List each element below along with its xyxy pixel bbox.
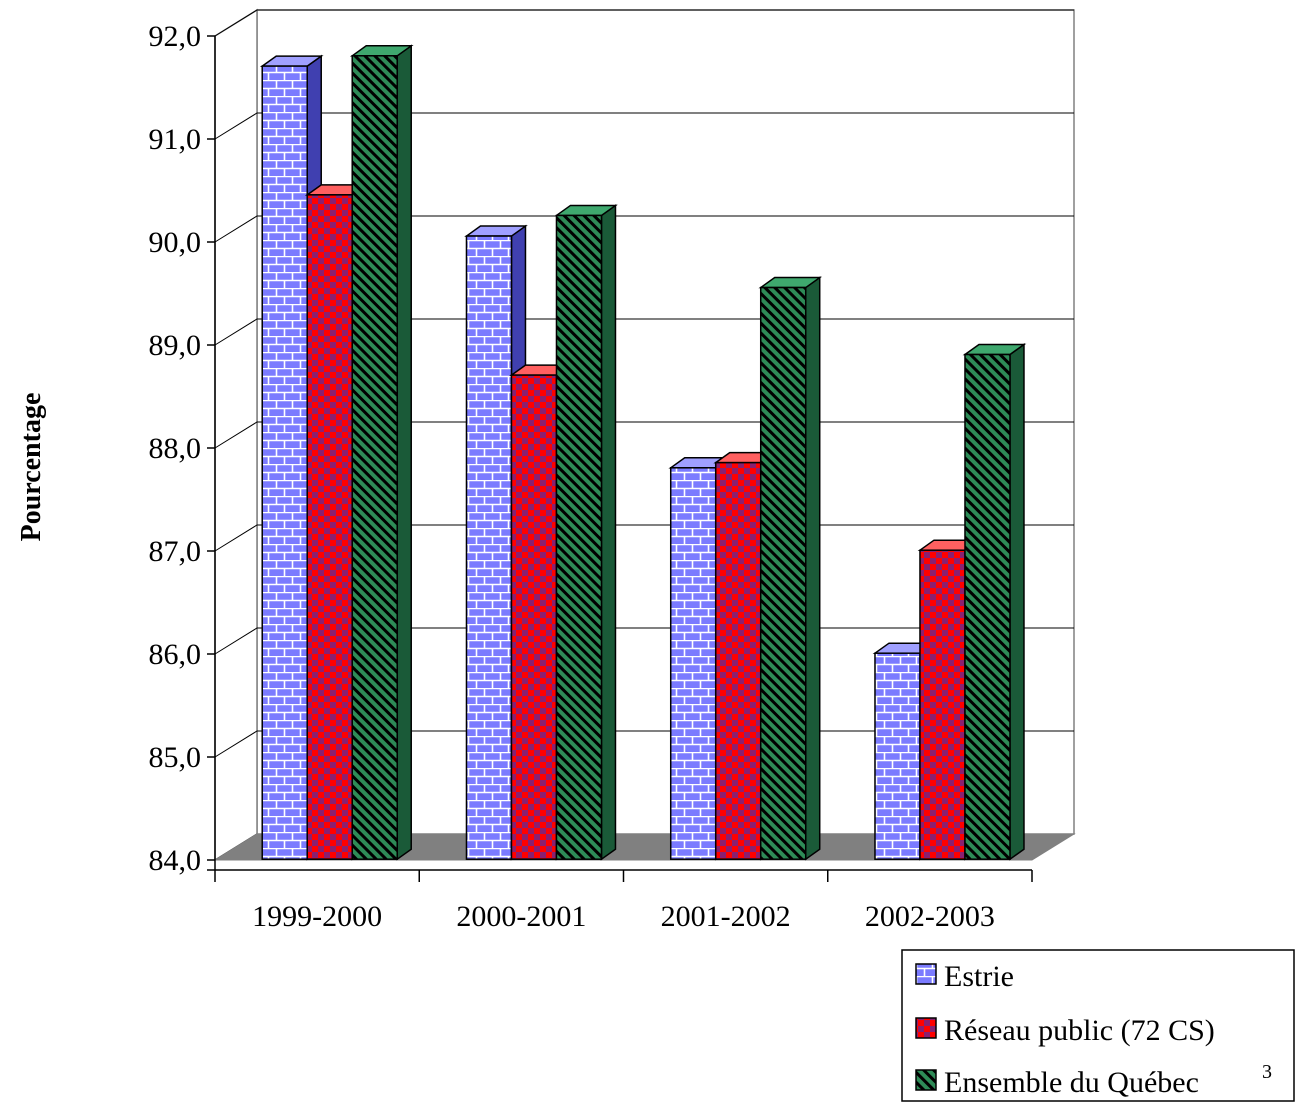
legend: Estrie Réseau public (72 CS) Ensemble du…: [901, 949, 1295, 1102]
y-tick-label: 84,0: [149, 844, 202, 877]
legend-box: [901, 949, 1295, 1102]
legend-swatch-ensemble-quebec: [915, 1069, 937, 1091]
y-tick-label: 89,0: [149, 329, 202, 362]
y-tick-label: 90,0: [149, 226, 202, 259]
bar-side: [1009, 343, 1025, 861]
legend-superscript: 3: [1262, 1061, 1272, 1083]
x-tick-label: 1999-2000: [252, 900, 382, 933]
bar-side: [600, 203, 617, 861]
legend-label-ensemble-quebec: Ensemble du Québec: [944, 1066, 1199, 1099]
y-tick-label: 85,0: [149, 741, 202, 774]
bar-side: [804, 276, 821, 861]
y-tick-label: 87,0: [149, 535, 202, 568]
bar: [964, 353, 1011, 860]
legend-label-estrie: Estrie: [944, 960, 1014, 993]
bar: [714, 461, 762, 860]
bar: [555, 214, 603, 860]
floor: [213, 833, 1076, 861]
chart-axes: [207, 35, 1033, 882]
x-tick-label: 2002-2003: [865, 900, 995, 933]
bar: [669, 467, 717, 860]
gridline: [214, 215, 1074, 243]
chart-bars: [259, 44, 1027, 861]
y-axis-title: Pourcentage: [16, 393, 47, 542]
bar: [261, 65, 308, 860]
bar: [465, 235, 513, 860]
bar-side: [396, 44, 412, 861]
y-tick-label: 86,0: [149, 638, 202, 671]
chart-labels: 84,0 85,0 86,0 87,0 88,0 89,0 90,0 91,0 92,0 1999…: [149, 20, 995, 933]
bar: [510, 374, 558, 860]
gridline: [214, 112, 1074, 140]
bar: [306, 194, 353, 860]
legend-swatch-estrie: [915, 963, 937, 985]
y-tick-label: 91,0: [149, 123, 202, 156]
y-tick-label: 88,0: [149, 432, 202, 465]
bar: [759, 286, 807, 860]
y-tick-label: 92,0: [149, 20, 202, 53]
bar: [874, 652, 921, 860]
x-tick-label: 2000-2001: [456, 900, 586, 933]
bar: [351, 55, 398, 860]
gridline: [214, 9, 1074, 37]
legend-label-reseau-public: Réseau public (72 CS): [944, 1014, 1215, 1047]
legend-swatch-reseau-public: [915, 1017, 937, 1039]
bar: [919, 549, 966, 860]
x-tick-label: 2001-2002: [661, 900, 791, 933]
